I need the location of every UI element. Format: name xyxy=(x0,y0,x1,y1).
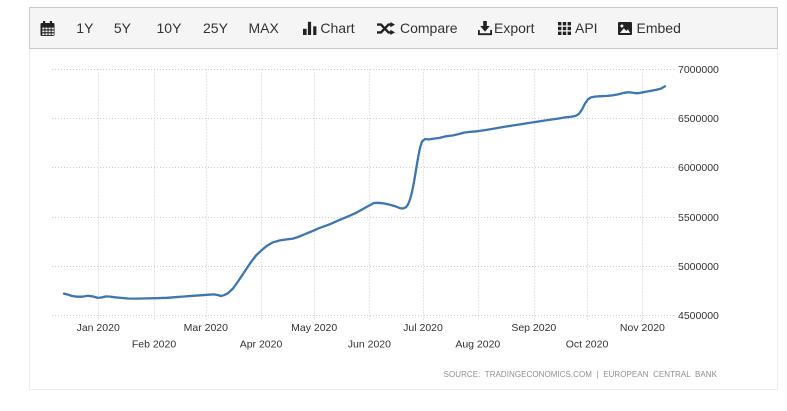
svg-text:SOURCE: TRADINGECONOMICS.COM: SOURCE: TRADINGECONOMICS.COM | EUROPEAN … xyxy=(444,370,718,379)
svg-text:6000000: 6000000 xyxy=(678,162,719,174)
svg-text:Jul 2020: Jul 2020 xyxy=(403,322,443,334)
svg-text:Sep 2020: Sep 2020 xyxy=(511,322,556,334)
svg-text:5500000: 5500000 xyxy=(678,212,719,224)
svg-text:Mar 2020: Mar 2020 xyxy=(184,322,229,334)
svg-text:Nov 2020: Nov 2020 xyxy=(620,322,665,334)
svg-text:4500000: 4500000 xyxy=(678,310,719,322)
svg-text:7000000: 7000000 xyxy=(678,64,719,76)
svg-text:Jan 2020: Jan 2020 xyxy=(77,322,120,334)
svg-text:Oct 2020: Oct 2020 xyxy=(566,339,609,351)
svg-text:Jun 2020: Jun 2020 xyxy=(348,339,391,351)
svg-text:5000000: 5000000 xyxy=(678,261,719,273)
svg-text:Feb 2020: Feb 2020 xyxy=(132,339,177,351)
svg-text:Apr 2020: Apr 2020 xyxy=(240,339,283,351)
svg-text:6500000: 6500000 xyxy=(678,113,719,125)
svg-text:May 2020: May 2020 xyxy=(291,322,337,334)
svg-text:Aug 2020: Aug 2020 xyxy=(455,339,500,351)
